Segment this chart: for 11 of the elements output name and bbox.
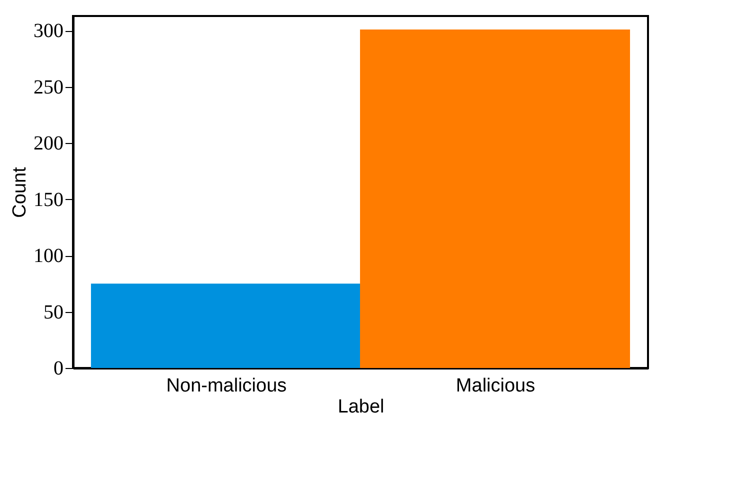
y-tick-label: 0: [54, 358, 64, 380]
y-tick-label: 100: [34, 245, 64, 268]
y-tick-label: 50: [44, 301, 64, 324]
x-tick-label: Non-malicious: [166, 376, 287, 396]
y-tick-label: 250: [34, 76, 64, 98]
y-tick-label: 150: [34, 188, 64, 211]
x-axis-title: Label: [338, 396, 384, 418]
y-axis-title: Count: [10, 166, 30, 218]
y-tick-label: 200: [34, 132, 64, 155]
y-tick-label: 300: [34, 20, 64, 42]
x-tick-label: Malicious: [456, 376, 536, 396]
